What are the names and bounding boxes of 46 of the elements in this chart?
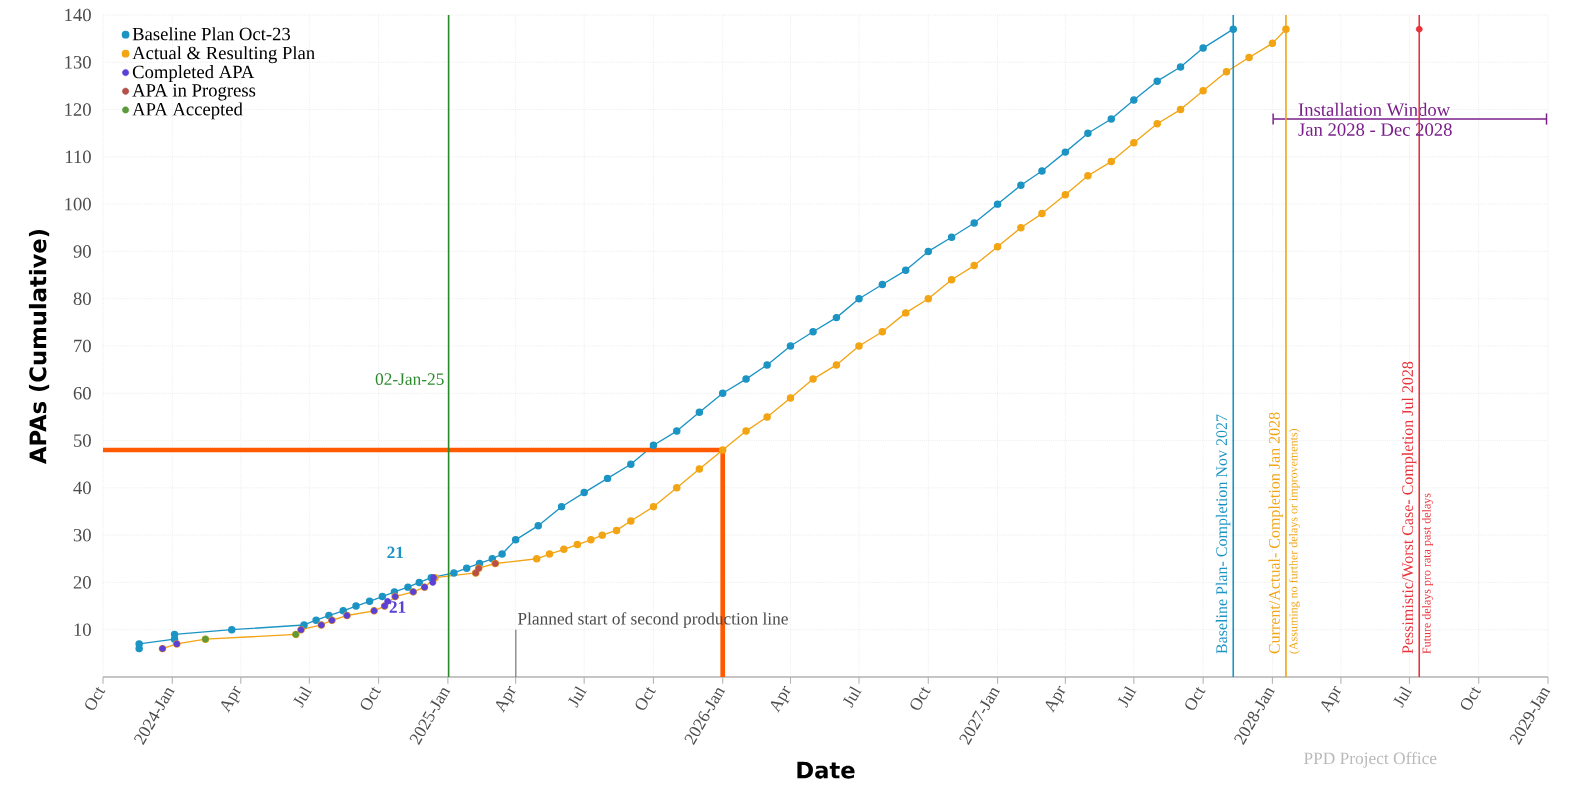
legend-label: APA in Progress xyxy=(132,84,256,101)
ref-line-label: Pessimistic/Worst Case- Completion Jul 2028 xyxy=(1401,361,1417,654)
x-tick-label: Oct xyxy=(910,686,931,710)
y-tick-label: 130 xyxy=(65,55,91,69)
x-tick-label: Jul xyxy=(293,686,312,708)
x-tick-label: Apr xyxy=(1321,685,1342,713)
y-tick-label: 120 xyxy=(65,103,91,116)
y-tick-label: 40 xyxy=(73,481,91,495)
x-tick-label: Oct xyxy=(1185,686,1206,710)
x-tick-label: Jul xyxy=(1393,686,1413,708)
y-tick-label: 10 xyxy=(74,623,91,637)
x-tick-label: Oct xyxy=(85,686,106,710)
legend-label: APA Accepted xyxy=(132,102,243,120)
y-tick-label: 110 xyxy=(65,150,91,164)
x-tick-label: Oct xyxy=(1460,686,1481,710)
legend-label: Completed APA xyxy=(132,65,255,83)
x-tick-label: Oct xyxy=(635,686,656,710)
y-tick-label: 30 xyxy=(73,528,91,542)
annotation: (Assuming no further delays or improvements) xyxy=(1288,428,1300,654)
x-axis-title: Date xyxy=(797,761,855,779)
y-tick-label: 50 xyxy=(74,434,91,447)
x-tick-label: Apr xyxy=(770,685,791,713)
x-tick-label: Jul xyxy=(842,686,862,708)
x-tick-label: Jul xyxy=(1117,686,1137,708)
annotation: Future delays pro rata past delays xyxy=(1422,493,1434,654)
x-tick-label: Apr xyxy=(221,685,241,713)
x-tick-label: Oct xyxy=(360,686,381,710)
y-tick-label: 60 xyxy=(73,386,91,400)
legend-label: Baseline Plan Oct-23 xyxy=(132,27,291,41)
y-tick-label: 20 xyxy=(73,576,91,589)
annotation: 21 xyxy=(387,546,404,559)
y-tick-label: 90 xyxy=(73,245,91,258)
x-tick-label: Apr xyxy=(495,685,516,713)
text: PPD Project Office xyxy=(1304,751,1437,768)
y-tick-label: 140 xyxy=(65,8,91,22)
y-axis-title: APAs (Cumulative) xyxy=(28,229,50,464)
x-tick-label: Jul xyxy=(568,686,587,708)
ref-line-label: Current/Actual- Completion Jan 2028 xyxy=(1268,412,1284,654)
y-tick-label: 100 xyxy=(65,197,91,211)
ref-line-label: Baseline Plan- Completion Nov 2027 xyxy=(1215,414,1231,654)
annotation: 02-Jan-25 xyxy=(375,373,444,385)
y-tick-label: 70 xyxy=(74,339,91,353)
annotation: 21 xyxy=(389,601,406,613)
legend-label: Actual & Resulting Plan xyxy=(132,46,315,64)
x-tick-label: Apr xyxy=(1045,685,1066,713)
y-tick-label: 80 xyxy=(73,292,91,306)
